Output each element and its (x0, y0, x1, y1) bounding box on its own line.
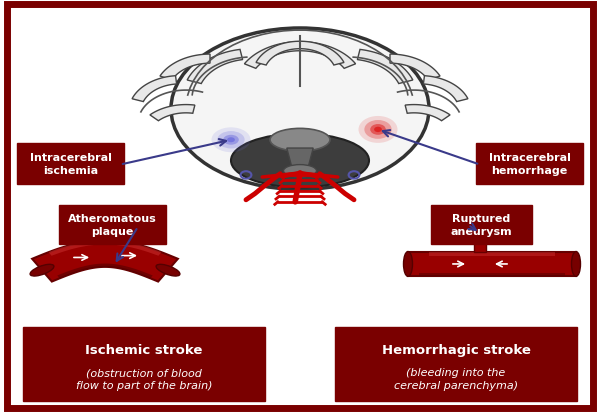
Polygon shape (256, 42, 344, 66)
Polygon shape (187, 50, 242, 84)
Polygon shape (390, 55, 440, 81)
Ellipse shape (212, 128, 251, 153)
Ellipse shape (284, 165, 317, 178)
FancyBboxPatch shape (59, 206, 166, 244)
Polygon shape (132, 76, 176, 102)
Polygon shape (424, 76, 468, 102)
Ellipse shape (156, 265, 180, 276)
Ellipse shape (231, 134, 369, 188)
Text: (obstruction of blood
flow to part of the brain): (obstruction of blood flow to part of th… (76, 368, 212, 390)
FancyBboxPatch shape (335, 328, 577, 401)
Polygon shape (405, 105, 450, 121)
Polygon shape (429, 252, 555, 256)
Polygon shape (57, 264, 153, 279)
Polygon shape (32, 241, 178, 282)
Ellipse shape (364, 121, 392, 140)
Ellipse shape (469, 222, 491, 239)
Text: Ischemic stroke: Ischemic stroke (85, 344, 203, 356)
Polygon shape (287, 149, 313, 171)
Polygon shape (150, 105, 195, 121)
Polygon shape (419, 273, 565, 277)
Polygon shape (160, 55, 210, 81)
Ellipse shape (227, 138, 235, 143)
Ellipse shape (223, 135, 239, 145)
FancyBboxPatch shape (476, 144, 583, 185)
FancyBboxPatch shape (23, 328, 265, 401)
Text: (bleeding into the
cerebral parenchyma): (bleeding into the cerebral parenchyma) (394, 368, 518, 390)
Ellipse shape (217, 132, 245, 149)
Polygon shape (358, 50, 413, 84)
Ellipse shape (370, 125, 386, 135)
Text: Atheromatous
plaque: Atheromatous plaque (68, 214, 157, 236)
FancyBboxPatch shape (17, 144, 124, 185)
Text: Intracerebral
ischemia: Intracerebral ischemia (29, 153, 112, 176)
Polygon shape (408, 252, 576, 277)
Ellipse shape (571, 252, 581, 277)
Ellipse shape (359, 116, 398, 143)
Text: Intracerebral
hemorrhage: Intracerebral hemorrhage (488, 153, 571, 176)
FancyBboxPatch shape (431, 206, 532, 244)
Ellipse shape (404, 252, 413, 277)
Ellipse shape (374, 127, 382, 133)
Ellipse shape (30, 265, 54, 276)
Text: Ruptured
aneurysm: Ruptured aneurysm (451, 214, 512, 236)
Polygon shape (474, 240, 486, 252)
Polygon shape (49, 241, 161, 256)
Ellipse shape (171, 29, 429, 190)
Text: Hemorrhagic stroke: Hemorrhagic stroke (382, 344, 530, 356)
Polygon shape (244, 43, 356, 69)
Ellipse shape (270, 129, 330, 152)
